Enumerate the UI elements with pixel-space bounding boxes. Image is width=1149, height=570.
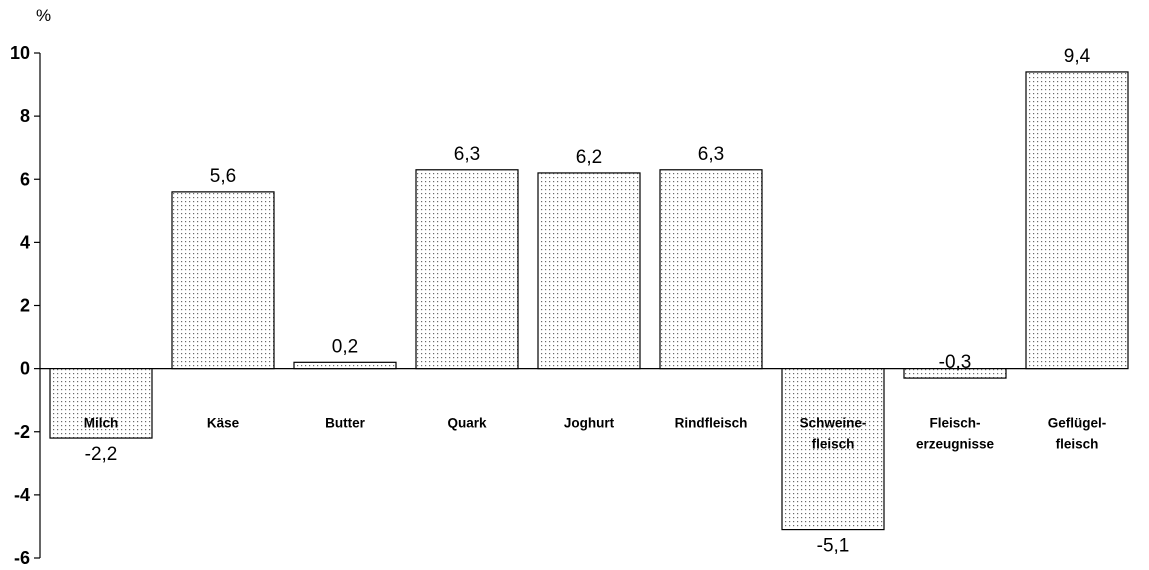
- category-label: Geflügel-fleisch: [1048, 416, 1107, 452]
- bar: [537, 172, 641, 370]
- data-label: 6,3: [698, 144, 724, 165]
- labels-layer: -2,2 Milch 5,6 Käse 0,2 Butter 6,3 Quark 6,2 Jogh…: [84, 46, 1107, 557]
- category-label-line: Milch: [84, 416, 119, 431]
- bar: [49, 368, 153, 439]
- bar: [781, 368, 885, 531]
- bar: [293, 361, 397, 370]
- bar: [903, 368, 1007, 379]
- category-label: Quark: [447, 416, 487, 431]
- data-label: 9,4: [1064, 46, 1091, 67]
- bar: [171, 191, 275, 370]
- data-label: -2,2: [85, 444, 118, 465]
- category-label-line: Quark: [447, 416, 487, 431]
- y-tick-label: 8: [20, 106, 30, 126]
- bars-layer: [49, 71, 1129, 531]
- y-tick-label: 4: [20, 232, 30, 252]
- y-tick-label: 2: [20, 296, 30, 316]
- data-label: -5,1: [817, 536, 850, 557]
- y-tick-label: 0: [20, 359, 30, 379]
- category-label: Schweine-fleisch: [800, 416, 867, 452]
- category-label-line: fleisch: [1056, 437, 1099, 452]
- data-label: 5,6: [210, 166, 236, 187]
- data-label: -0,3: [939, 352, 972, 373]
- category-label-line: erzeugnisse: [916, 437, 995, 452]
- category-label-line: Fleisch-: [929, 416, 980, 431]
- y-tick-label: -4: [14, 485, 30, 505]
- data-label: 6,3: [454, 144, 480, 165]
- category-label: Joghurt: [564, 416, 615, 431]
- category-label: Milch: [84, 416, 119, 431]
- category-label: Fleisch-erzeugnisse: [916, 416, 995, 452]
- data-label: 6,2: [576, 147, 602, 168]
- y-tick-label: 6: [20, 169, 30, 189]
- category-label-line: fleisch: [812, 437, 855, 452]
- category-label-line: Joghurt: [564, 416, 615, 431]
- y-tick-label: 10: [10, 43, 30, 63]
- category-label-line: Käse: [207, 416, 240, 431]
- y-tick-label: -2: [14, 422, 30, 442]
- category-label-line: Rindfleisch: [675, 416, 748, 431]
- category-label: Butter: [325, 416, 365, 431]
- bar: [415, 169, 519, 370]
- category-label-line: Geflügel-: [1048, 416, 1107, 431]
- bar: [659, 169, 763, 370]
- category-label-line: Schweine-: [800, 416, 867, 431]
- category-label: Rindfleisch: [675, 416, 748, 431]
- category-label: Käse: [207, 416, 240, 431]
- category-label-line: Butter: [325, 416, 365, 431]
- y-tick-label: -6: [14, 548, 30, 568]
- bar: [1025, 71, 1129, 370]
- data-label: 0,2: [332, 336, 358, 357]
- y-unit-label: %: [36, 6, 52, 25]
